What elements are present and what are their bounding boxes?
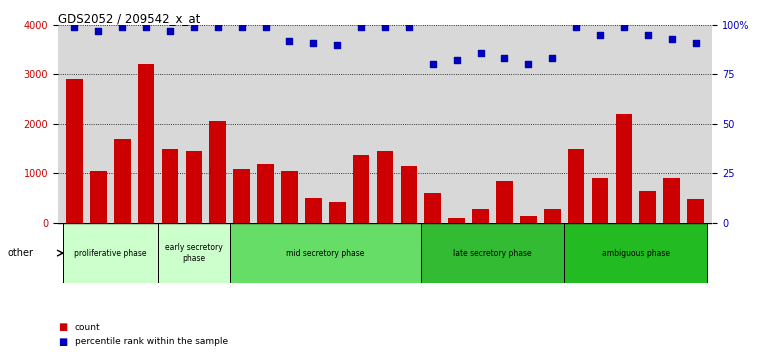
Bar	[229, 223, 421, 283]
Bar	[496, 181, 513, 223]
Bar	[209, 121, 226, 223]
Text: other: other	[8, 248, 34, 258]
Bar	[186, 151, 203, 223]
Point	[522, 62, 534, 67]
Bar	[233, 169, 250, 223]
Bar	[615, 114, 632, 223]
Point	[355, 24, 367, 30]
Bar	[257, 164, 274, 223]
Bar	[400, 166, 417, 223]
Point	[570, 24, 582, 30]
Point	[474, 50, 487, 55]
Point	[689, 40, 701, 45]
Text: early secretory
phase: early secretory phase	[165, 244, 223, 263]
Point	[140, 24, 152, 30]
Text: ■: ■	[58, 337, 67, 347]
Point	[283, 38, 296, 44]
Bar	[138, 64, 155, 223]
Text: GDS2052 / 209542_x_at: GDS2052 / 209542_x_at	[58, 12, 200, 25]
Bar	[377, 151, 393, 223]
Text: count: count	[75, 323, 100, 332]
Bar	[639, 191, 656, 223]
Bar	[329, 202, 346, 223]
Bar	[544, 209, 561, 223]
Point	[594, 32, 606, 38]
Bar	[90, 171, 107, 223]
Point	[641, 32, 654, 38]
Point	[546, 56, 558, 61]
Text: late secretory phase: late secretory phase	[454, 249, 532, 258]
Bar	[663, 178, 680, 223]
Point	[379, 24, 391, 30]
Bar	[421, 223, 564, 283]
Text: mid secretory phase: mid secretory phase	[286, 249, 364, 258]
Point	[92, 28, 105, 34]
Bar	[567, 149, 584, 223]
Bar	[472, 209, 489, 223]
Bar	[66, 79, 83, 223]
Bar	[305, 198, 322, 223]
Point	[427, 62, 439, 67]
Point	[498, 56, 511, 61]
Bar	[520, 216, 537, 223]
Point	[259, 24, 272, 30]
Point	[331, 42, 343, 47]
Text: ambiguous phase: ambiguous phase	[602, 249, 670, 258]
Point	[307, 40, 320, 45]
Point	[665, 36, 678, 41]
Text: percentile rank within the sample: percentile rank within the sample	[75, 337, 228, 346]
Bar	[281, 171, 298, 223]
Point	[236, 24, 248, 30]
Point	[403, 24, 415, 30]
Bar	[687, 199, 704, 223]
Point	[164, 28, 176, 34]
Point	[212, 24, 224, 30]
Bar	[591, 178, 608, 223]
Bar	[62, 223, 158, 283]
Bar	[353, 155, 370, 223]
Bar	[162, 149, 179, 223]
Point	[116, 24, 129, 30]
Point	[69, 24, 81, 30]
Bar	[448, 218, 465, 223]
Text: ■: ■	[58, 322, 67, 332]
Bar	[424, 193, 441, 223]
Bar	[158, 223, 229, 283]
Bar	[114, 139, 131, 223]
Point	[450, 58, 463, 63]
Point	[188, 24, 200, 30]
Point	[618, 24, 630, 30]
Text: proliferative phase: proliferative phase	[74, 249, 146, 258]
Bar	[564, 223, 708, 283]
